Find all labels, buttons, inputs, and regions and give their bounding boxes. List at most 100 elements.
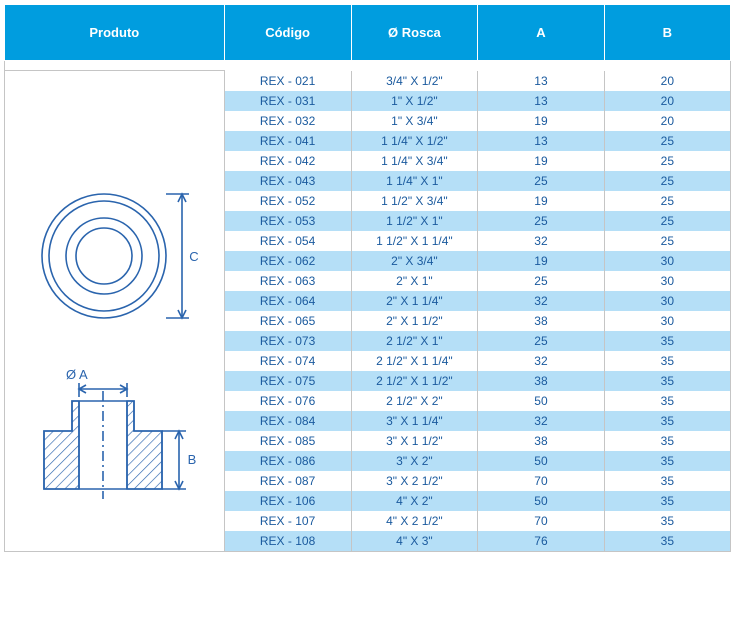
cell-a: 38 [478, 311, 604, 331]
cell-rosca: 3" X 1 1/4" [351, 411, 478, 431]
spacer-row [5, 61, 731, 71]
cell-rosca: 2" X 1 1/2" [351, 311, 478, 331]
cell-rosca: 2" X 1 1/4" [351, 291, 478, 311]
cell-a: 50 [478, 391, 604, 411]
cell-a: 50 [478, 451, 604, 471]
cell-b: 20 [604, 91, 730, 111]
spec-table: Produto Código Ø Rosca A B [4, 4, 731, 552]
cell-a: 32 [478, 231, 604, 251]
cell-rosca: 2 1/2" X 1 1/4" [351, 351, 478, 371]
cell-codigo: REX - 064 [224, 291, 351, 311]
cell-a: 13 [478, 91, 604, 111]
cell-b: 35 [604, 451, 730, 471]
cell-b: 30 [604, 291, 730, 311]
cell-b: 25 [604, 231, 730, 251]
dim-b-label: B [188, 452, 197, 467]
cell-b: 35 [604, 331, 730, 351]
cell-codigo: REX - 108 [224, 531, 351, 552]
cell-b: 35 [604, 431, 730, 451]
cell-a: 32 [478, 351, 604, 371]
cell-rosca: 4" X 2 1/2" [351, 511, 478, 531]
cell-a: 70 [478, 471, 604, 491]
section-view-icon: Ø A B [24, 361, 204, 511]
cell-rosca: 2 1/2" X 2" [351, 391, 478, 411]
cell-codigo: REX - 106 [224, 491, 351, 511]
cell-codigo: REX - 053 [224, 211, 351, 231]
cell-codigo: REX - 076 [224, 391, 351, 411]
cell-b: 35 [604, 531, 730, 552]
cell-b: 30 [604, 251, 730, 271]
cell-a: 25 [478, 331, 604, 351]
header-produto: Produto [5, 5, 225, 61]
cell-rosca: 1 1/4" X 1" [351, 171, 478, 191]
cell-codigo: REX - 073 [224, 331, 351, 351]
cell-rosca: 2" X 3/4" [351, 251, 478, 271]
cell-rosca: 1 1/4" X 1/2" [351, 131, 478, 151]
cell-codigo: REX - 031 [224, 91, 351, 111]
cell-a: 19 [478, 111, 604, 131]
cell-b: 35 [604, 491, 730, 511]
cell-codigo: REX - 065 [224, 311, 351, 331]
cell-codigo: REX - 021 [224, 71, 351, 91]
cell-codigo: REX - 087 [224, 471, 351, 491]
cell-a: 76 [478, 531, 604, 552]
cell-rosca: 4" X 3" [351, 531, 478, 552]
cell-codigo: REX - 054 [224, 231, 351, 251]
cell-b: 35 [604, 371, 730, 391]
cell-b: 25 [604, 191, 730, 211]
cell-rosca: 4" X 2" [351, 491, 478, 511]
cell-b: 20 [604, 71, 730, 91]
cell-codigo: REX - 107 [224, 511, 351, 531]
cell-b: 25 [604, 151, 730, 171]
header-codigo: Código [224, 5, 351, 61]
cell-b: 35 [604, 471, 730, 491]
cell-b: 35 [604, 411, 730, 431]
cell-rosca: 1 1/2" X 1 1/4" [351, 231, 478, 251]
cell-b: 35 [604, 391, 730, 411]
header-b: B [604, 5, 730, 61]
cell-a: 19 [478, 151, 604, 171]
table-row: C Ø A [5, 71, 731, 91]
header-a: A [478, 5, 604, 61]
cell-rosca: 2" X 1" [351, 271, 478, 291]
cell-a: 38 [478, 371, 604, 391]
cell-rosca: 1 1/2" X 1" [351, 211, 478, 231]
cell-codigo: REX - 042 [224, 151, 351, 171]
cell-a: 25 [478, 211, 604, 231]
cell-codigo: REX - 063 [224, 271, 351, 291]
cell-b: 35 [604, 511, 730, 531]
cell-codigo: REX - 041 [224, 131, 351, 151]
cell-b: 25 [604, 131, 730, 151]
cell-codigo: REX - 043 [224, 171, 351, 191]
cell-codigo: REX - 032 [224, 111, 351, 131]
cell-rosca: 1 1/4" X 3/4" [351, 151, 478, 171]
product-diagram: C Ø A [13, 111, 216, 511]
cell-rosca: 1 1/2" X 3/4" [351, 191, 478, 211]
cell-rosca: 2 1/2" X 1 1/2" [351, 371, 478, 391]
dim-a-label: Ø A [66, 367, 88, 382]
cell-a: 38 [478, 431, 604, 451]
header-rosca: Ø Rosca [351, 5, 478, 61]
dim-c-label: C [190, 249, 199, 264]
cell-codigo: REX - 052 [224, 191, 351, 211]
cell-b: 30 [604, 271, 730, 291]
cell-codigo: REX - 074 [224, 351, 351, 371]
cell-codigo: REX - 086 [224, 451, 351, 471]
cell-rosca: 3" X 2" [351, 451, 478, 471]
table-header: Produto Código Ø Rosca A B [5, 5, 731, 61]
cell-b: 20 [604, 111, 730, 131]
cell-rosca: 3" X 1 1/2" [351, 431, 478, 451]
cell-a: 32 [478, 291, 604, 311]
cell-codigo: REX - 062 [224, 251, 351, 271]
cell-a: 70 [478, 511, 604, 531]
cell-rosca: 3/4" X 1/2" [351, 71, 478, 91]
cell-a: 13 [478, 131, 604, 151]
cell-a: 32 [478, 411, 604, 431]
cell-rosca: 1" X 3/4" [351, 111, 478, 131]
cell-rosca: 1" X 1/2" [351, 91, 478, 111]
cell-b: 25 [604, 211, 730, 231]
cell-a: 25 [478, 171, 604, 191]
cell-b: 25 [604, 171, 730, 191]
cell-b: 30 [604, 311, 730, 331]
cell-rosca: 3" X 2 1/2" [351, 471, 478, 491]
